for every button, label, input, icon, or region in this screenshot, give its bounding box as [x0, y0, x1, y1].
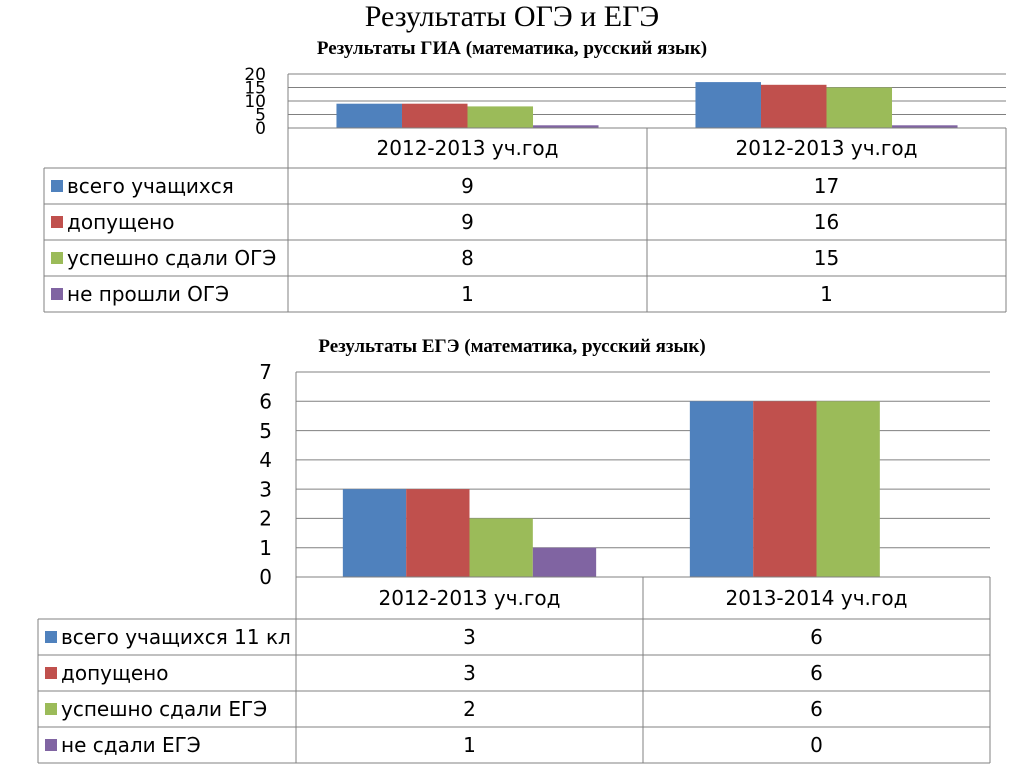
- bar-s3-c0: [532, 547, 597, 577]
- legend-label-3: не прошли ОГЭ: [67, 282, 229, 306]
- bar-s1-c1: [760, 84, 827, 128]
- legend-label-1: допущено: [67, 210, 174, 234]
- legend-label-0: всего учащихся 11 кл: [61, 625, 291, 649]
- legend-swatch-3: [51, 288, 63, 300]
- chart-1-title: Результаты ГИА (математика, русский язык…: [316, 38, 708, 59]
- page-title: Результаты ОГЭ и ЕГЭ: [364, 0, 660, 33]
- legend-swatch-3: [45, 739, 57, 751]
- legend-swatch-1: [51, 216, 63, 228]
- data-label-s2-c1: 15: [814, 246, 839, 270]
- bar-s0-c0: [336, 103, 402, 128]
- data-label-s1-c0: 9: [461, 210, 474, 234]
- chart-2-title: Результаты ЕГЭ (математика, русский язык…: [318, 336, 706, 357]
- category-label-0: 2012-2013 уч.год: [377, 136, 559, 160]
- bar-s1-c1: [753, 401, 817, 577]
- legend-label-0: всего учащихся: [67, 174, 234, 198]
- data-label-s0-c1: 6: [810, 625, 823, 649]
- data-label-s0-c1: 17: [814, 174, 839, 198]
- category-label-1: 2013-2014 уч.год: [726, 586, 908, 610]
- legend-label-2: успешно сдали ОГЭ: [67, 246, 276, 270]
- bar-s0-c0: [342, 489, 407, 577]
- data-label-s3-c1: 0: [810, 733, 823, 757]
- y-tick-label-3: 15: [244, 79, 266, 99]
- y-tick-label-4: 20: [244, 65, 266, 85]
- legend-swatch-0: [51, 180, 63, 192]
- y-tick-label-4: 4: [259, 448, 272, 472]
- bar-s0-c1: [689, 401, 754, 577]
- legend-swatch-2: [45, 703, 57, 715]
- bar-s3-c0: [533, 125, 599, 128]
- bar-s0-c1: [695, 82, 761, 128]
- data-label-s2-c0: 8: [461, 246, 474, 270]
- legend-label-1: допущено: [61, 661, 168, 685]
- legend-label-2: успешно сдали ЕГЭ: [61, 697, 267, 721]
- bar-s1-c0: [401, 103, 468, 128]
- data-label-s0-c0: 9: [461, 174, 474, 198]
- legend-swatch-1: [45, 667, 57, 679]
- category-label-1: 2012-2013 уч.год: [736, 136, 918, 160]
- y-tick-label-0: 0: [259, 565, 272, 589]
- y-tick-label-7: 7: [259, 360, 272, 384]
- y-tick-label-0: 0: [255, 119, 266, 139]
- bar-s2-c0: [469, 518, 533, 577]
- data-label-s3-c0: 1: [461, 282, 474, 306]
- y-tick-label-3: 3: [259, 477, 272, 501]
- y-tick-label-2: 10: [244, 92, 266, 112]
- bar-s3-c1: [892, 125, 958, 128]
- legend-label-3: не сдали ЕГЭ: [61, 733, 201, 757]
- data-label-s1-c0: 3: [463, 661, 476, 685]
- data-label-s3-c1: 1: [820, 282, 833, 306]
- legend-swatch-2: [51, 252, 63, 264]
- data-label-s2-c0: 2: [463, 697, 476, 721]
- y-tick-label-1: 1: [259, 536, 272, 560]
- bar-s2-c1: [816, 401, 880, 577]
- data-label-s3-c0: 1: [463, 733, 476, 757]
- y-tick-label-6: 6: [259, 389, 272, 413]
- data-label-s1-c1: 6: [810, 661, 823, 685]
- bar-s2-c0: [467, 106, 534, 128]
- bar-s1-c0: [406, 489, 470, 577]
- legend-swatch-0: [45, 631, 57, 643]
- data-label-s0-c0: 3: [463, 625, 476, 649]
- y-tick-label-1: 5: [255, 106, 266, 126]
- data-label-s2-c1: 6: [810, 697, 823, 721]
- y-tick-label-2: 2: [259, 507, 272, 531]
- data-label-s1-c1: 16: [814, 210, 839, 234]
- category-label-0: 2012-2013 уч.год: [379, 586, 561, 610]
- bar-s2-c1: [826, 87, 893, 128]
- y-tick-label-5: 5: [259, 419, 272, 443]
